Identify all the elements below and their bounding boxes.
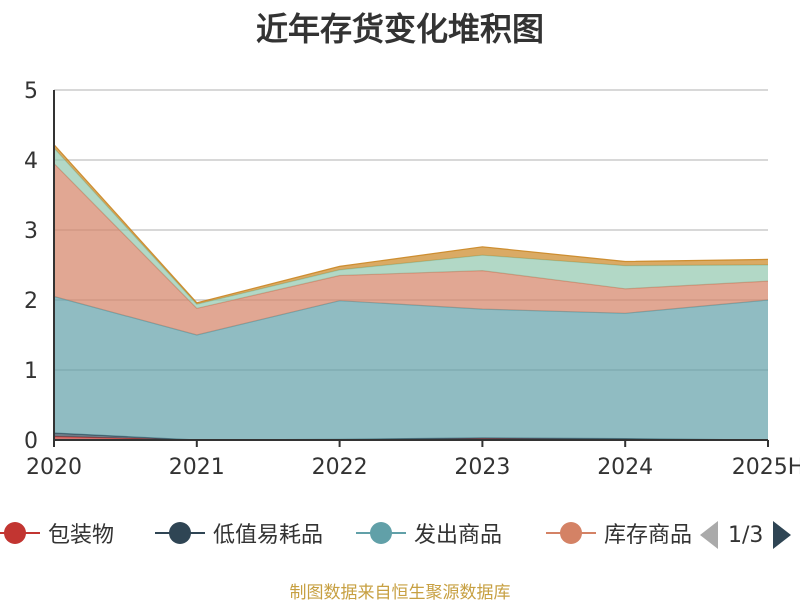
legend-label: 库存商品: [604, 523, 693, 548]
y-tick-label: 5: [24, 79, 38, 104]
y-tick-label: 3: [24, 219, 38, 244]
legend-symbol-icon: [0, 510, 40, 556]
legend-symbol-icon: [546, 510, 596, 556]
legend-symbol-icon: [356, 510, 406, 556]
series-line-6: [53, 144, 769, 304]
source-note: 制图数据来自恒生聚源数据库: [289, 583, 511, 603]
area-series-3: [54, 296, 768, 440]
x-tick-label: 2025H: [732, 455, 800, 480]
y-tick-label: 0: [24, 429, 38, 454]
legend-pager: 1/3: [700, 518, 792, 552]
x-tick-label: 2020: [26, 455, 82, 480]
x-tick-label: 2022: [312, 455, 368, 480]
legend: 包装物 低值易耗品 发出商品 库存商品: [0, 510, 800, 556]
x-tick-label: 2023: [454, 455, 510, 480]
x-tick-label: 2024: [597, 455, 653, 480]
area-series-4: [54, 163, 768, 335]
legend-symbol-icon: [155, 510, 205, 556]
legend-page-indicator: 1/3: [728, 522, 764, 548]
legend-item[interactable]: 发出商品: [356, 510, 502, 556]
legend-item[interactable]: 库存商品: [546, 510, 692, 556]
y-tick-label: 4: [24, 149, 38, 174]
legend-label: 发出商品: [414, 523, 503, 548]
y-tick-label: 1: [24, 359, 38, 384]
chart-title: 近年存货变化堆积图: [255, 10, 544, 48]
area-series-5: [54, 148, 768, 309]
legend-prev-icon[interactable]: [700, 521, 718, 549]
legend-label: 低值易耗品: [213, 523, 324, 548]
legend-next-icon[interactable]: [773, 521, 792, 549]
legend-item[interactable]: 包装物: [0, 510, 114, 556]
x-tick-label: 2021: [169, 455, 225, 480]
series-line-2: [53, 432, 769, 441]
legend-item[interactable]: 低值易耗品: [155, 510, 323, 556]
legend-label: 包装物: [48, 523, 115, 548]
y-tick-label: 2: [24, 289, 38, 314]
